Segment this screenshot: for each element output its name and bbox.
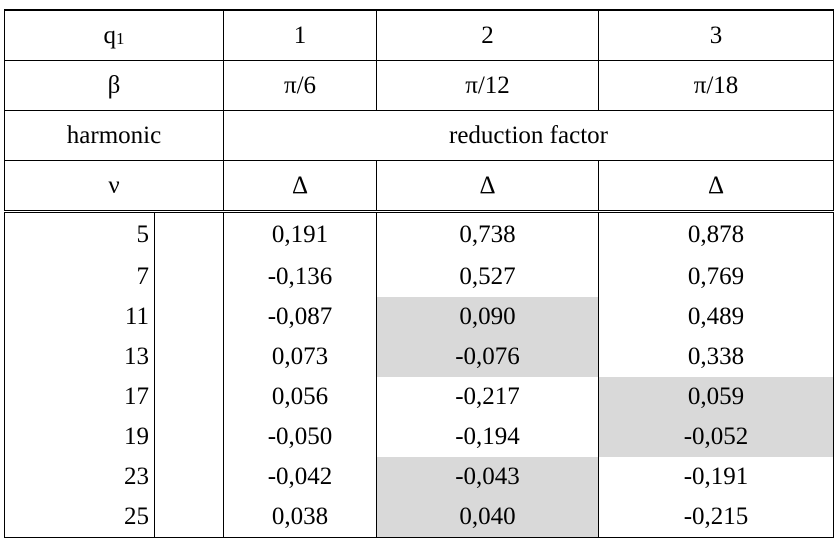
delta-value-cell: -0,087 <box>223 297 377 337</box>
beta-value-2: π/12 <box>376 60 599 111</box>
harmonic-order-cell: 13 <box>4 337 155 377</box>
spacer-cell <box>154 377 224 417</box>
delta-label-1: Δ <box>223 160 377 213</box>
harmonic-order-cell: 19 <box>4 417 155 457</box>
delta-value-cell: 0,527 <box>376 257 599 297</box>
header-row-nu: ν Δ Δ Δ <box>4 160 834 213</box>
nu-label: ν <box>4 160 224 213</box>
harmonic-order-cell: 23 <box>4 457 155 497</box>
delta-value-cell: -0,217 <box>376 377 599 417</box>
delta-value-cell: 0,040 <box>376 497 599 538</box>
harmonic-order-cell: 25 <box>4 497 155 538</box>
table-row: 23 -0,042 -0,043 -0,191 <box>4 457 834 497</box>
q-subscript: 1 <box>116 28 125 48</box>
delta-value-cell: 0,878 <box>598 211 834 257</box>
delta-value-cell: -0,194 <box>376 417 599 457</box>
harmonic-order-cell: 17 <box>4 377 155 417</box>
header-row-q1: q1 1 2 3 <box>4 9 834 61</box>
delta-value-cell: 0,059 <box>598 377 834 417</box>
spacer-cell <box>154 417 224 457</box>
harmonic-order-cell: 11 <box>4 297 155 337</box>
delta-value-cell: -0,076 <box>376 337 599 377</box>
delta-value-cell: 0,489 <box>598 297 834 337</box>
delta-value-cell: 0,769 <box>598 257 834 297</box>
delta-value-cell: 0,056 <box>223 377 377 417</box>
q1-value-3: 3 <box>598 9 834 61</box>
harmonic-label: harmonic <box>4 110 224 161</box>
harmonic-order-cell: 5 <box>4 211 155 257</box>
table-row: 5 0,191 0,738 0,878 <box>4 211 834 257</box>
delta-value-cell: 0,738 <box>376 211 599 257</box>
delta-value-cell: -0,136 <box>223 257 377 297</box>
spacer-cell <box>154 497 224 538</box>
q1-value-1: 1 <box>223 9 377 61</box>
delta-label-3: Δ <box>598 160 834 213</box>
table-row: 17 0,056 -0,217 0,059 <box>4 377 834 417</box>
delta-value-cell: -0,215 <box>598 497 834 538</box>
table-row: 13 0,073 -0,076 0,338 <box>4 337 834 377</box>
table-row: 11 -0,087 0,090 0,489 <box>4 297 834 337</box>
beta-value-3: π/18 <box>598 60 834 111</box>
q1-label: q1 <box>4 9 224 61</box>
reduction-factor-label: reduction factor <box>223 110 834 161</box>
table-row: 25 0,038 0,040 -0,215 <box>4 497 834 538</box>
delta-value-cell: -0,052 <box>598 417 834 457</box>
delta-value-cell: 0,191 <box>223 211 377 257</box>
beta-label: β <box>4 60 224 111</box>
spacer-cell <box>154 457 224 497</box>
delta-value-cell: 0,338 <box>598 337 834 377</box>
delta-value-cell: 0,090 <box>376 297 599 337</box>
delta-value-cell: 0,038 <box>223 497 377 538</box>
spacer-cell <box>154 337 224 377</box>
spacer-cell <box>154 211 224 257</box>
delta-value-cell: -0,043 <box>376 457 599 497</box>
header-row-beta: β π/6 π/12 π/18 <box>4 60 834 111</box>
header-row-harmonic: harmonic reduction factor <box>4 110 834 161</box>
delta-value-cell: -0,191 <box>598 457 834 497</box>
spacer-cell <box>154 257 224 297</box>
delta-label-2: Δ <box>376 160 599 213</box>
reduction-factor-table: q1 1 2 3 β π/6 π/12 π/18 harmonic reduct… <box>4 9 834 538</box>
beta-value-1: π/6 <box>223 60 377 111</box>
harmonic-order-cell: 7 <box>4 257 155 297</box>
table-row: 19 -0,050 -0,194 -0,052 <box>4 417 834 457</box>
q1-value-2: 2 <box>376 9 599 61</box>
q-symbol: q <box>103 21 117 49</box>
delta-value-cell: -0,050 <box>223 417 377 457</box>
spacer-cell <box>154 297 224 337</box>
delta-value-cell: 0,073 <box>223 337 377 377</box>
delta-value-cell: -0,042 <box>223 457 377 497</box>
table-row: 7 -0,136 0,527 0,769 <box>4 257 834 297</box>
